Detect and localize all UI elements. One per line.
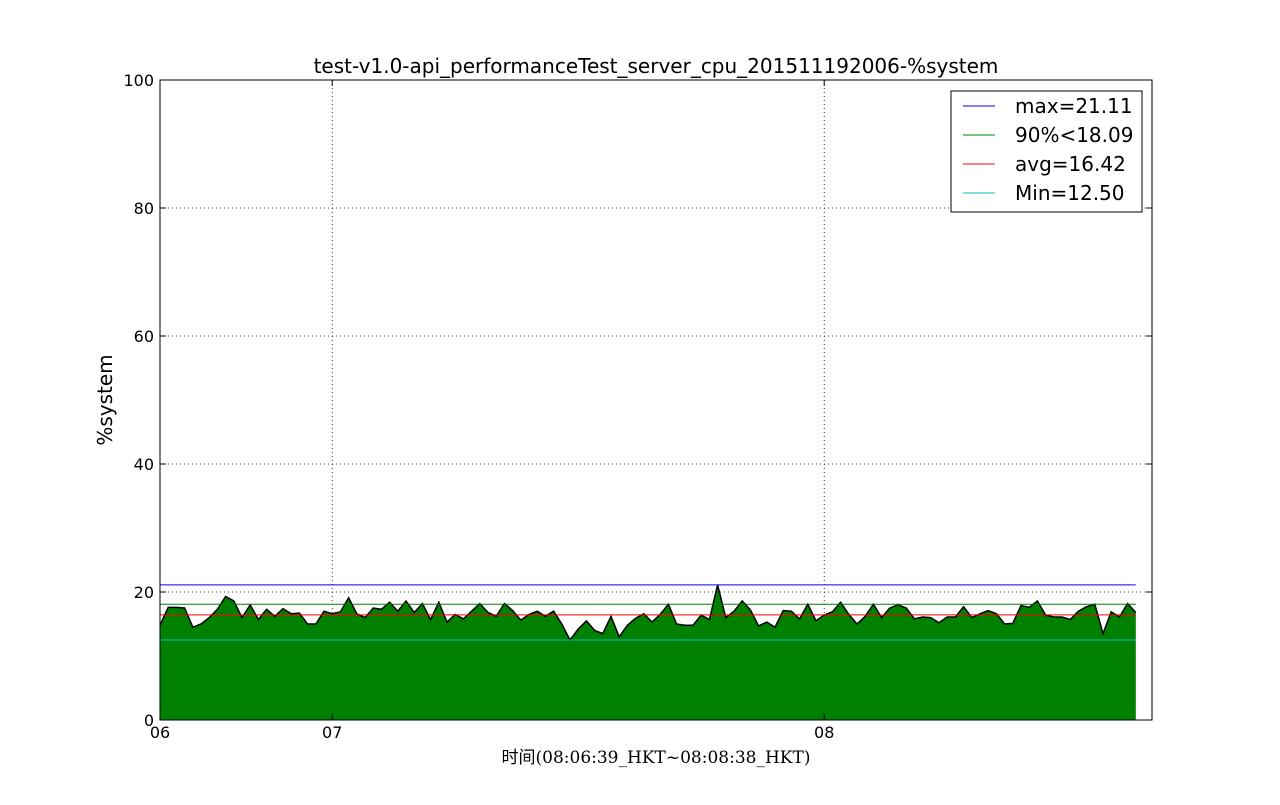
- y-tick-label: 0: [144, 711, 154, 730]
- x-axis-ticks: 06 07 08: [150, 80, 834, 742]
- series-line: [159, 584, 1137, 642]
- x-tick-label: 08: [814, 723, 834, 742]
- chart-title: test-v1.0-api_performanceTest_server_cpu…: [314, 54, 999, 78]
- x-axis-label: 时间(08:06:39_HKT~08:08:38_HKT): [502, 748, 811, 768]
- legend-entry: max=21.11: [1015, 94, 1133, 118]
- legend: max=21.11 90%<18.09 avg=16.42 Min=12.50: [950, 90, 1143, 213]
- y-tick-label: 20: [134, 583, 154, 602]
- y-tick-label: 60: [134, 327, 154, 346]
- plot-frame: [159, 79, 1153, 721]
- y-axis-ticks: 0 20 40 60 80 100: [123, 71, 1152, 730]
- reference-lines: [160, 584, 1136, 641]
- legend-entry: 90%<18.09: [1015, 123, 1133, 147]
- legend-box: [950, 90, 1143, 213]
- y-tick-label: 100: [123, 71, 154, 90]
- legend-entry: Min=12.50: [1015, 181, 1125, 205]
- legend-items: max=21.11 90%<18.09 avg=16.42 Min=12.50: [963, 94, 1133, 205]
- area-layer: [159, 584, 1137, 720]
- series-area: [160, 584, 1136, 720]
- y-tick-label: 40: [134, 455, 154, 474]
- y-tick-label: 80: [134, 199, 154, 218]
- x-tick-label: 06: [150, 723, 170, 742]
- grid-layer: [160, 80, 1152, 720]
- legend-entry: avg=16.42: [1015, 152, 1126, 176]
- x-tick-label: 07: [322, 723, 342, 742]
- y-axis-label: %system: [93, 354, 117, 445]
